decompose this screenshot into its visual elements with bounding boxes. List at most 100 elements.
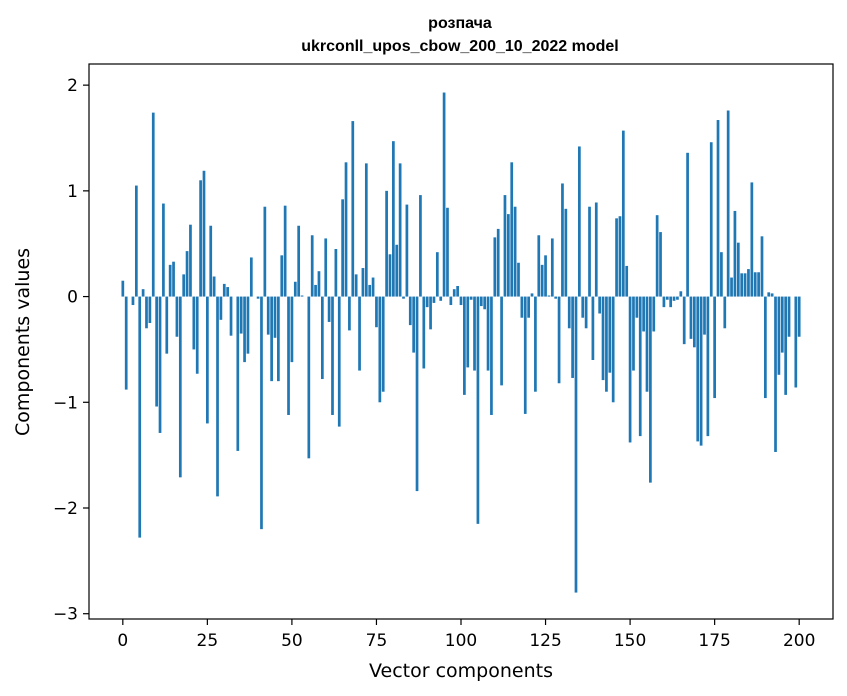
bar xyxy=(317,271,321,297)
bar xyxy=(743,273,747,297)
bar xyxy=(578,146,581,297)
bar xyxy=(760,236,764,297)
y-tick-label: −2 xyxy=(53,499,78,519)
bar xyxy=(753,272,757,297)
bar xyxy=(506,214,510,297)
bar xyxy=(182,274,186,297)
bar xyxy=(192,296,196,350)
bar xyxy=(422,296,426,369)
bar xyxy=(503,195,507,297)
bar xyxy=(168,264,172,297)
bar xyxy=(419,195,422,297)
bar xyxy=(307,296,311,459)
bar xyxy=(212,276,216,297)
bar xyxy=(479,296,483,307)
chart-title: розпача xyxy=(428,15,492,32)
bar xyxy=(385,190,388,297)
bar xyxy=(165,296,169,354)
bar xyxy=(513,206,517,297)
bar xyxy=(449,296,453,306)
bar xyxy=(662,296,666,308)
bar xyxy=(642,296,645,332)
y-tick-label: −1 xyxy=(53,393,78,413)
bar xyxy=(621,130,625,297)
bar xyxy=(297,225,301,297)
bar xyxy=(537,235,541,297)
bar xyxy=(148,296,152,323)
bar xyxy=(476,296,480,524)
bar xyxy=(351,121,355,297)
bar xyxy=(496,228,500,297)
y-axis-label: Components values xyxy=(12,248,34,436)
x-tick-label: 100 xyxy=(445,631,477,651)
bar xyxy=(361,268,365,297)
bar xyxy=(767,292,771,297)
bar xyxy=(601,296,605,381)
bar xyxy=(594,202,598,297)
bar xyxy=(405,204,409,297)
bar xyxy=(557,296,561,384)
bar xyxy=(439,296,443,301)
bar xyxy=(277,296,280,382)
bar xyxy=(371,277,375,297)
bar xyxy=(337,296,341,427)
x-tick-label: 175 xyxy=(698,631,730,651)
bar xyxy=(287,296,290,415)
bar xyxy=(784,296,788,395)
bar xyxy=(381,296,385,392)
bar xyxy=(185,251,189,297)
bar xyxy=(395,244,399,297)
bar xyxy=(757,272,760,297)
bar xyxy=(682,296,686,345)
bar xyxy=(635,296,639,318)
bar xyxy=(473,296,476,371)
bar xyxy=(249,257,253,297)
bar xyxy=(266,296,270,335)
bar xyxy=(571,296,574,378)
bar xyxy=(730,277,733,297)
bar xyxy=(659,232,662,297)
x-tick-label: 25 xyxy=(197,631,219,651)
x-axis-label: Vector components xyxy=(369,660,553,682)
bar xyxy=(219,296,223,320)
bar xyxy=(429,296,432,330)
bar xyxy=(415,296,419,492)
bar xyxy=(327,296,331,322)
chart-subtitle: ukrconll_upos_cbow_200_10_2022 model xyxy=(301,38,618,55)
bar xyxy=(456,286,459,297)
bar xyxy=(226,287,230,297)
bar xyxy=(388,254,392,297)
bar xyxy=(263,206,267,297)
bar xyxy=(320,296,324,380)
bar xyxy=(672,296,676,301)
bar xyxy=(145,296,148,329)
bar xyxy=(124,296,128,390)
bar xyxy=(189,224,192,297)
bar xyxy=(770,293,774,297)
bar xyxy=(236,296,240,451)
bar xyxy=(452,289,456,297)
bar xyxy=(520,296,524,318)
bar xyxy=(797,296,801,337)
bar xyxy=(709,142,713,297)
bar xyxy=(283,205,287,297)
bar xyxy=(195,296,199,374)
bar xyxy=(280,255,284,297)
x-tick-label: 0 xyxy=(117,631,128,651)
bar xyxy=(733,210,737,297)
bar xyxy=(547,295,551,297)
bar xyxy=(435,252,439,297)
bar xyxy=(334,249,338,297)
bar xyxy=(134,185,138,297)
bar xyxy=(162,203,165,297)
bar xyxy=(469,296,473,300)
bar xyxy=(483,296,487,310)
bar xyxy=(561,183,564,297)
bar xyxy=(540,264,544,297)
bars-group xyxy=(121,92,801,593)
bar xyxy=(692,296,696,348)
bar xyxy=(425,296,429,308)
bar xyxy=(652,296,656,332)
bar xyxy=(131,296,135,306)
